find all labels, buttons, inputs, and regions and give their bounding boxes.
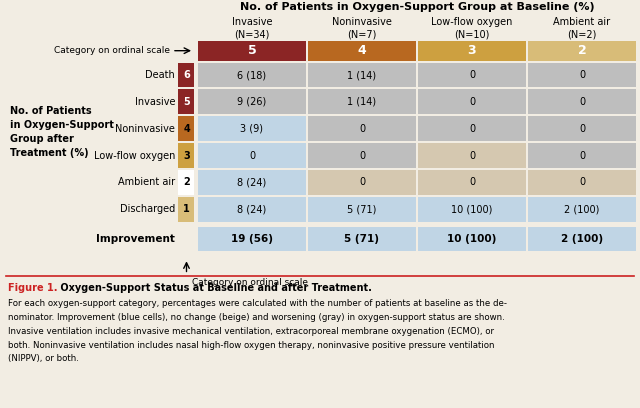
Text: 0: 0 (469, 70, 475, 80)
Text: 2: 2 (183, 177, 190, 187)
Text: nominator. Improvement (blue cells), no change (beige) and worsening (gray) in o: nominator. Improvement (blue cells), no … (8, 313, 505, 322)
Text: 1: 1 (183, 204, 190, 214)
Bar (528, 89, 636, 114)
Text: 4: 4 (358, 44, 366, 57)
Text: 0: 0 (579, 177, 585, 187)
Text: 9 (26): 9 (26) (237, 97, 267, 107)
Text: 0: 0 (359, 177, 365, 187)
Text: Discharged: Discharged (120, 204, 175, 214)
Bar (178, 170, 194, 195)
Text: 0: 0 (249, 151, 255, 161)
Text: 3: 3 (183, 151, 190, 161)
Text: 5 (71): 5 (71) (348, 204, 377, 214)
Text: 0: 0 (359, 151, 365, 161)
Text: 8 (24): 8 (24) (237, 204, 267, 214)
Text: 6: 6 (183, 70, 190, 80)
Text: Figure 1.: Figure 1. (8, 283, 58, 293)
Text: Improvement: Improvement (96, 234, 175, 244)
Text: 0: 0 (469, 124, 475, 134)
Text: For each oxygen-support category, percentages were calculated with the number of: For each oxygen-support category, percen… (8, 299, 507, 308)
Text: 0: 0 (469, 151, 475, 161)
Text: Category on ordinal scale: Category on ordinal scale (54, 46, 170, 55)
Text: 1 (14): 1 (14) (348, 97, 376, 107)
Text: 19 (56): 19 (56) (231, 234, 273, 244)
Bar (308, 170, 416, 195)
Bar (308, 116, 416, 141)
Bar (178, 116, 194, 141)
Text: 0: 0 (579, 124, 585, 134)
Text: Ambient air: Ambient air (118, 177, 175, 187)
Text: 10 (100): 10 (100) (447, 234, 497, 244)
Bar (198, 226, 306, 251)
Text: 5 (71): 5 (71) (344, 234, 380, 244)
Bar (308, 89, 416, 114)
Bar (418, 226, 526, 251)
Bar (308, 197, 416, 222)
Bar (528, 143, 636, 168)
Text: 10 (100): 10 (100) (451, 204, 493, 214)
Text: 8 (24): 8 (24) (237, 177, 267, 187)
Text: 1 (14): 1 (14) (348, 70, 376, 80)
Bar (198, 62, 306, 87)
Bar (308, 143, 416, 168)
Text: 2 (100): 2 (100) (564, 204, 600, 214)
Text: 0: 0 (469, 177, 475, 187)
Bar (528, 170, 636, 195)
Bar (198, 143, 306, 168)
Text: Low-flow oxygen
(N=10): Low-flow oxygen (N=10) (431, 17, 513, 40)
Bar (418, 41, 526, 61)
Bar (198, 41, 306, 61)
Text: 6 (18): 6 (18) (237, 70, 267, 80)
Bar (178, 197, 194, 222)
Bar (528, 197, 636, 222)
Bar (418, 143, 526, 168)
Bar (178, 89, 194, 114)
Text: both. Noninvasive ventilation includes nasal high-flow oxygen therapy, noninvasi: both. Noninvasive ventilation includes n… (8, 341, 495, 350)
Text: 2 (100): 2 (100) (561, 234, 603, 244)
Text: 0: 0 (469, 97, 475, 107)
Bar (528, 62, 636, 87)
Text: Ambient air
(N=2): Ambient air (N=2) (554, 17, 611, 40)
Bar (418, 170, 526, 195)
Text: 5: 5 (248, 44, 257, 57)
Text: Invasive ventilation includes invasive mechanical ventilation, extracorporeal me: Invasive ventilation includes invasive m… (8, 327, 494, 336)
Text: (NIPPV), or both.: (NIPPV), or both. (8, 355, 79, 364)
Text: Death: Death (145, 70, 175, 80)
Text: 4: 4 (183, 124, 190, 134)
Text: Invasive
(N=34): Invasive (N=34) (232, 17, 272, 40)
Bar (178, 62, 194, 87)
Text: 5: 5 (183, 97, 190, 107)
Text: 0: 0 (579, 97, 585, 107)
Bar (528, 226, 636, 251)
Text: 3: 3 (468, 44, 476, 57)
Text: No. of Patients
in Oxygen-Support
Group after
Treatment (%): No. of Patients in Oxygen-Support Group … (10, 106, 114, 158)
Bar (198, 89, 306, 114)
Text: Noninvasive: Noninvasive (115, 124, 175, 134)
Bar (528, 41, 636, 61)
Text: 3 (9): 3 (9) (241, 124, 264, 134)
Bar (178, 143, 194, 168)
Bar (198, 197, 306, 222)
Text: Noninvasive
(N=7): Noninvasive (N=7) (332, 17, 392, 40)
Bar (418, 197, 526, 222)
Bar (418, 62, 526, 87)
Text: 0: 0 (579, 151, 585, 161)
Text: Oxygen-Support Status at Baseline and after Treatment.: Oxygen-Support Status at Baseline and af… (57, 283, 372, 293)
Text: No. of Patients in Oxygen-Support Group at Baseline (%): No. of Patients in Oxygen-Support Group … (240, 2, 595, 13)
Text: Category on ordinal scale: Category on ordinal scale (191, 278, 307, 287)
Text: 0: 0 (359, 124, 365, 134)
Bar (418, 89, 526, 114)
Text: Invasive: Invasive (134, 97, 175, 107)
Text: 0: 0 (579, 70, 585, 80)
Bar (308, 226, 416, 251)
Bar (198, 116, 306, 141)
Text: 2: 2 (578, 44, 586, 57)
Bar (198, 170, 306, 195)
Bar (528, 116, 636, 141)
Bar (308, 62, 416, 87)
Text: Low-flow oxygen: Low-flow oxygen (93, 151, 175, 161)
Bar (418, 116, 526, 141)
Bar (308, 41, 416, 61)
